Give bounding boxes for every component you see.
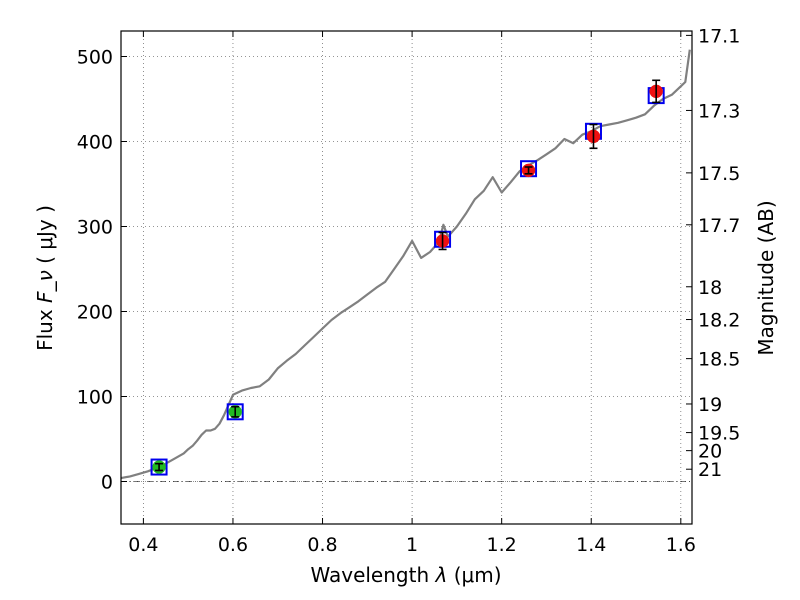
y-axis-label: Flux F_ν ( μJy ) [33,205,57,351]
mag-tick-label: 17.5 [698,163,740,185]
plot-frame [120,30,693,525]
x-tick-label: 1.6 [666,534,696,556]
y-tick-label: 0 [101,472,113,494]
mag-tick-label: 17.1 [698,25,740,47]
x-tick-label: 1.4 [576,534,606,556]
mag-tick-label: 17.3 [698,100,740,122]
x-axis-label: Wavelength λ (μm) [310,563,501,587]
mag-tick-label: 17.7 [698,215,740,237]
model-point [226,403,244,421]
axis-ticks: 0.4 0.6 0.8 1 1.2 1.4 1.6 0 100 200 300 400 500 17.1 1… [77,25,741,556]
y-tick-label: 300 [77,217,113,239]
model-point [150,458,168,476]
spectrum-series [120,49,691,480]
mag-tick-label: 18.2 [698,310,740,332]
y-tick-label: 100 [77,387,113,409]
mag-tick-label: 19.5 [698,423,740,445]
y-tick-label: 400 [77,132,113,154]
y-tick-label: 200 [77,302,113,324]
mag-tick-label: 19 [698,394,722,416]
mag-tick-label: 20 [698,441,722,463]
grid [121,31,692,524]
x-tick-label: 0.6 [218,534,248,556]
x-tick-label: 1.2 [487,534,517,556]
mag-tick-label: 18.5 [698,349,740,371]
mag-tick-label: 21 [698,459,722,481]
y2-axis-label: Magnitude (AB) [754,200,778,355]
model-photometry-series [150,87,665,476]
y-tick-label: 500 [77,47,113,69]
x-tick-label: 0.8 [307,534,337,556]
observed-photometry-series [152,79,663,474]
x-tick-label: 0.4 [128,534,158,556]
mag-tick-label: 18 [698,277,722,299]
spectrum-line [120,49,691,480]
x-tick-label: 1 [406,534,418,556]
